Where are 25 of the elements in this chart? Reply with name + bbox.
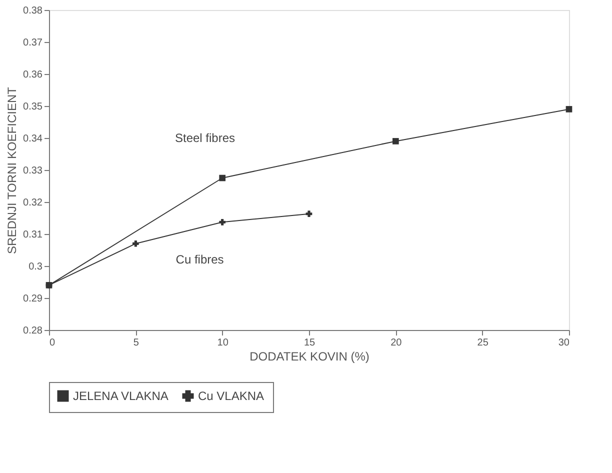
y-tick-label: 0.31 — [23, 230, 43, 240]
y-tick-label: 0.3 — [28, 262, 43, 272]
y-tick-label: 0.38 — [23, 6, 43, 16]
x-tick-label: 5 — [133, 338, 140, 348]
y-tick-label: 0.36 — [23, 70, 43, 80]
legend-label: Cu VLAKNA — [198, 389, 264, 403]
x-tick-label: 25 — [477, 338, 489, 348]
y-tick-label: 0.37 — [23, 38, 43, 48]
x-axis-title: DODATEK KOVIN (%) — [250, 350, 370, 364]
x-tick-label: 10 — [217, 338, 229, 348]
x-tick-label: 0 — [50, 338, 56, 348]
y-tick-label: 0.35 — [23, 102, 43, 112]
annotation: Steel fibres — [174, 131, 236, 145]
x-tick-label: 30 — [558, 338, 570, 348]
x-tick-label: 20 — [390, 338, 402, 348]
y-tick-label: 0.34 — [23, 134, 43, 144]
x-tick-label: 15 — [304, 338, 316, 348]
y-axis-title: SREDNJI TORNI KOEFICIENT — [5, 86, 20, 254]
legend-label: JELENA VLAKNA — [73, 389, 168, 403]
annotation: Cu fibres — [176, 252, 224, 267]
y-tick-label: 0.29 — [23, 294, 43, 304]
y-tick-label: 0.33 — [23, 166, 43, 176]
y-tick-label: 0.28 — [23, 326, 43, 336]
y-tick-label: 0.32 — [23, 198, 43, 208]
point — [46, 282, 52, 288]
